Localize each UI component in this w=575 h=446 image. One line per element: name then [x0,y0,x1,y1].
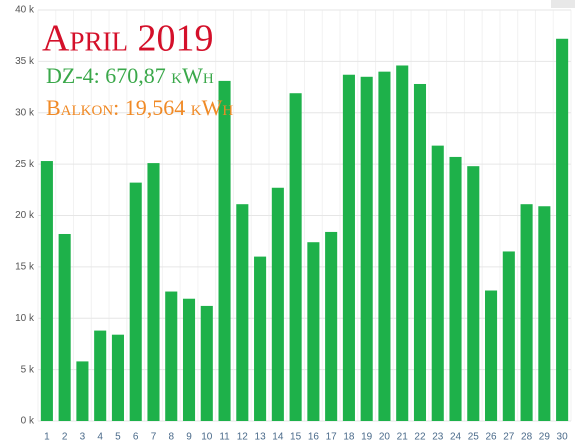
bar [431,145,444,421]
bar [58,233,71,421]
x-tick-label: 20 [379,432,391,443]
x-tick-label: 26 [485,432,497,443]
bar [236,204,249,421]
y-tick-label: 15 k [15,262,35,273]
x-tick-label: 25 [468,432,480,443]
bar [200,305,213,421]
bar [94,330,107,421]
bar [182,298,196,421]
bar [40,161,53,422]
x-tick-label: 22 [414,432,426,443]
x-tick-label: 29 [539,432,551,443]
x-tick-label: 9 [186,432,192,443]
bar [289,93,302,421]
x-tick-label: 2 [62,432,68,443]
bar [129,182,142,421]
y-tick-label: 25 k [15,159,35,170]
x-tick-label: 28 [521,432,533,443]
y-tick-label: 30 k [15,107,35,118]
bar [76,361,89,421]
x-tick-label: 3 [80,432,86,443]
bar [307,242,320,421]
bar [254,256,267,421]
bar [111,334,124,421]
bar [520,204,533,421]
x-tick-label: 8 [168,432,174,443]
bar [165,291,178,421]
bar [556,38,569,422]
chart-title: April 2019 [42,18,213,60]
bar [378,71,391,422]
x-tick-label: 14 [272,432,284,443]
x-tick-label: 27 [503,432,515,443]
bar [218,80,231,422]
y-tick-label: 10 k [15,313,35,324]
x-tick-label: 23 [432,432,444,443]
y-tick-label: 20 k [15,210,35,221]
x-tick-label: 6 [133,432,139,443]
y-tick-label: 0 k [21,416,35,427]
menu-button[interactable] [551,0,575,8]
bar [449,156,462,421]
x-tick-label: 10 [201,432,213,443]
y-tick-label: 40 k [15,5,35,16]
y-tick-label: 5 k [21,364,35,375]
x-tick-label: 4 [97,432,103,443]
bar [271,187,284,421]
x-tick-label: 15 [290,432,302,443]
x-tick-label: 16 [308,432,320,443]
annotation: DZ-4: 670,87 kWh [46,63,214,88]
bar [360,76,373,421]
x-tick-label: 11 [219,432,230,443]
x-tick-label: 13 [255,432,267,443]
bar [413,83,427,421]
bar [485,290,498,421]
x-tick-label: 12 [237,432,249,443]
x-tick-label: 7 [151,432,157,443]
y-tick-label: 35 k [15,56,35,67]
bar [467,166,480,421]
bar [342,74,355,422]
x-tick-label: 30 [557,432,569,443]
bar [502,251,515,421]
bar [396,65,409,422]
bar [325,231,338,421]
x-tick-label: 17 [326,432,338,443]
bar [147,163,160,421]
annotation: Balkon: 19,564 kWh [46,95,233,120]
x-tick-label: 24 [450,432,462,443]
x-tick-label: 21 [397,432,409,443]
bar [538,206,551,421]
x-tick-label: 19 [361,432,373,443]
x-tick-label: 18 [343,432,355,443]
x-tick-label: 5 [115,432,121,443]
x-tick-label: 1 [44,432,50,443]
